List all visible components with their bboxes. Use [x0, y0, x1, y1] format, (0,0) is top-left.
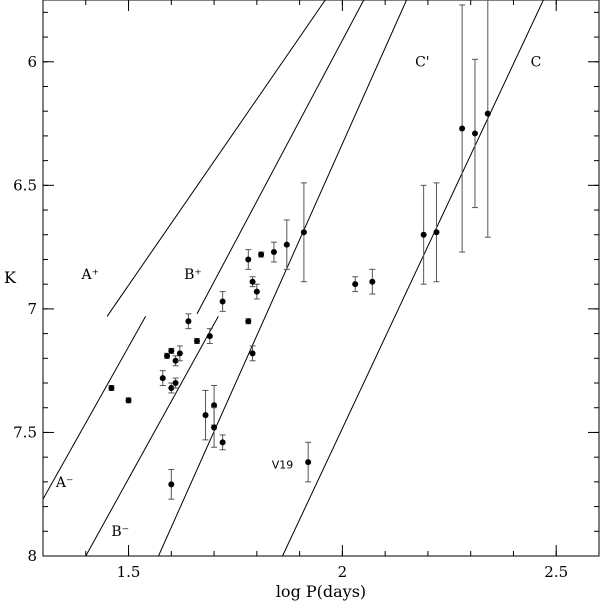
data-point	[420, 184, 427, 285]
data-marker	[305, 459, 312, 466]
y-tick-label: 7	[27, 300, 37, 318]
data-marker	[172, 357, 179, 364]
data-marker	[352, 281, 359, 288]
data-point	[168, 469, 175, 500]
data-point	[172, 377, 179, 389]
data-point	[300, 182, 307, 283]
data-marker	[193, 338, 200, 345]
data-marker	[420, 231, 427, 238]
axis-ticks: 1.5 2 2.5 6 6.5 7 7.5 8	[13, 0, 600, 581]
data-point	[305, 441, 312, 483]
reference-line	[43, 316, 147, 500]
data-marker	[108, 384, 115, 391]
data-point	[270, 241, 277, 263]
line-label: C'	[415, 55, 430, 71]
data-marker	[245, 256, 252, 263]
x-tick-label: 2.5	[544, 563, 568, 581]
data-point	[283, 219, 290, 270]
data-point	[176, 345, 183, 362]
data-point	[185, 313, 192, 330]
data-marker	[159, 375, 166, 382]
reference-lines	[43, 0, 544, 556]
data-point	[125, 397, 132, 404]
data-marker	[245, 318, 252, 325]
data-marker	[125, 397, 132, 404]
y-axis-title: K	[4, 268, 17, 287]
data-marker	[459, 125, 466, 132]
data-marker	[168, 481, 175, 488]
data-marker	[172, 380, 179, 387]
data-marker	[206, 333, 213, 340]
data-marker	[258, 251, 265, 258]
data-marker	[185, 318, 192, 325]
data-point	[253, 283, 260, 300]
reference-line	[85, 316, 219, 556]
line-label: C	[531, 55, 542, 71]
data-marker	[168, 384, 175, 391]
x-tick-label: 2	[338, 563, 348, 581]
data-marker	[211, 402, 218, 409]
data-point	[433, 182, 440, 283]
point-annotation: V19	[272, 459, 294, 472]
data-point	[369, 268, 376, 295]
reference-line	[158, 0, 407, 556]
data-point	[159, 370, 166, 386]
data-marker	[249, 350, 256, 357]
data-point	[245, 318, 252, 325]
data-marker	[176, 350, 183, 357]
data-marker	[270, 249, 277, 256]
plot-frame	[42, 0, 600, 557]
x-tick-label: 1.5	[117, 563, 141, 581]
data-point	[471, 58, 478, 209]
data-point	[164, 352, 171, 359]
data-point	[258, 251, 265, 258]
data-point	[108, 384, 115, 391]
reference-line	[282, 0, 544, 556]
line-label: B⁻	[111, 524, 129, 540]
y-tick-label: 6	[27, 53, 37, 71]
data-marker	[283, 241, 290, 248]
data-marker	[219, 439, 226, 446]
data-point	[202, 389, 209, 441]
data-point	[168, 347, 175, 354]
reference-line	[106, 0, 326, 317]
data-point	[193, 338, 200, 345]
data-point	[219, 434, 226, 451]
data-point	[459, 4, 466, 253]
data-marker	[249, 278, 256, 285]
data-point	[249, 345, 256, 362]
line-label: A⁺	[80, 267, 99, 283]
data-marker	[164, 352, 171, 359]
data-marker	[433, 229, 440, 236]
line-label: A⁻	[55, 475, 73, 491]
data-marker	[219, 298, 226, 305]
x-axis-title: log P(days)	[276, 582, 366, 601]
data-marker	[211, 424, 218, 431]
data-point	[249, 276, 256, 288]
data-points	[108, 0, 491, 500]
data-marker	[202, 412, 209, 419]
y-tick-label: 6.5	[13, 176, 37, 194]
data-marker	[300, 229, 307, 236]
data-marker	[484, 110, 491, 117]
data-marker	[471, 130, 478, 137]
data-point	[206, 328, 213, 344]
data-marker	[168, 347, 175, 354]
reference-line	[196, 0, 365, 315]
y-tick-label: 7.5	[13, 423, 37, 441]
data-point	[219, 291, 226, 312]
data-marker	[253, 288, 260, 295]
data-point	[172, 355, 179, 367]
data-point	[245, 249, 252, 270]
data-point	[484, 0, 491, 238]
data-marker	[369, 278, 376, 285]
y-tick-label: 8	[27, 547, 37, 565]
data-point	[352, 276, 359, 293]
data-point	[211, 407, 218, 448]
line-labels: A⁺ B⁺ C' C A⁻ B⁻ V19	[55, 55, 541, 541]
line-label: B⁺	[184, 267, 202, 283]
